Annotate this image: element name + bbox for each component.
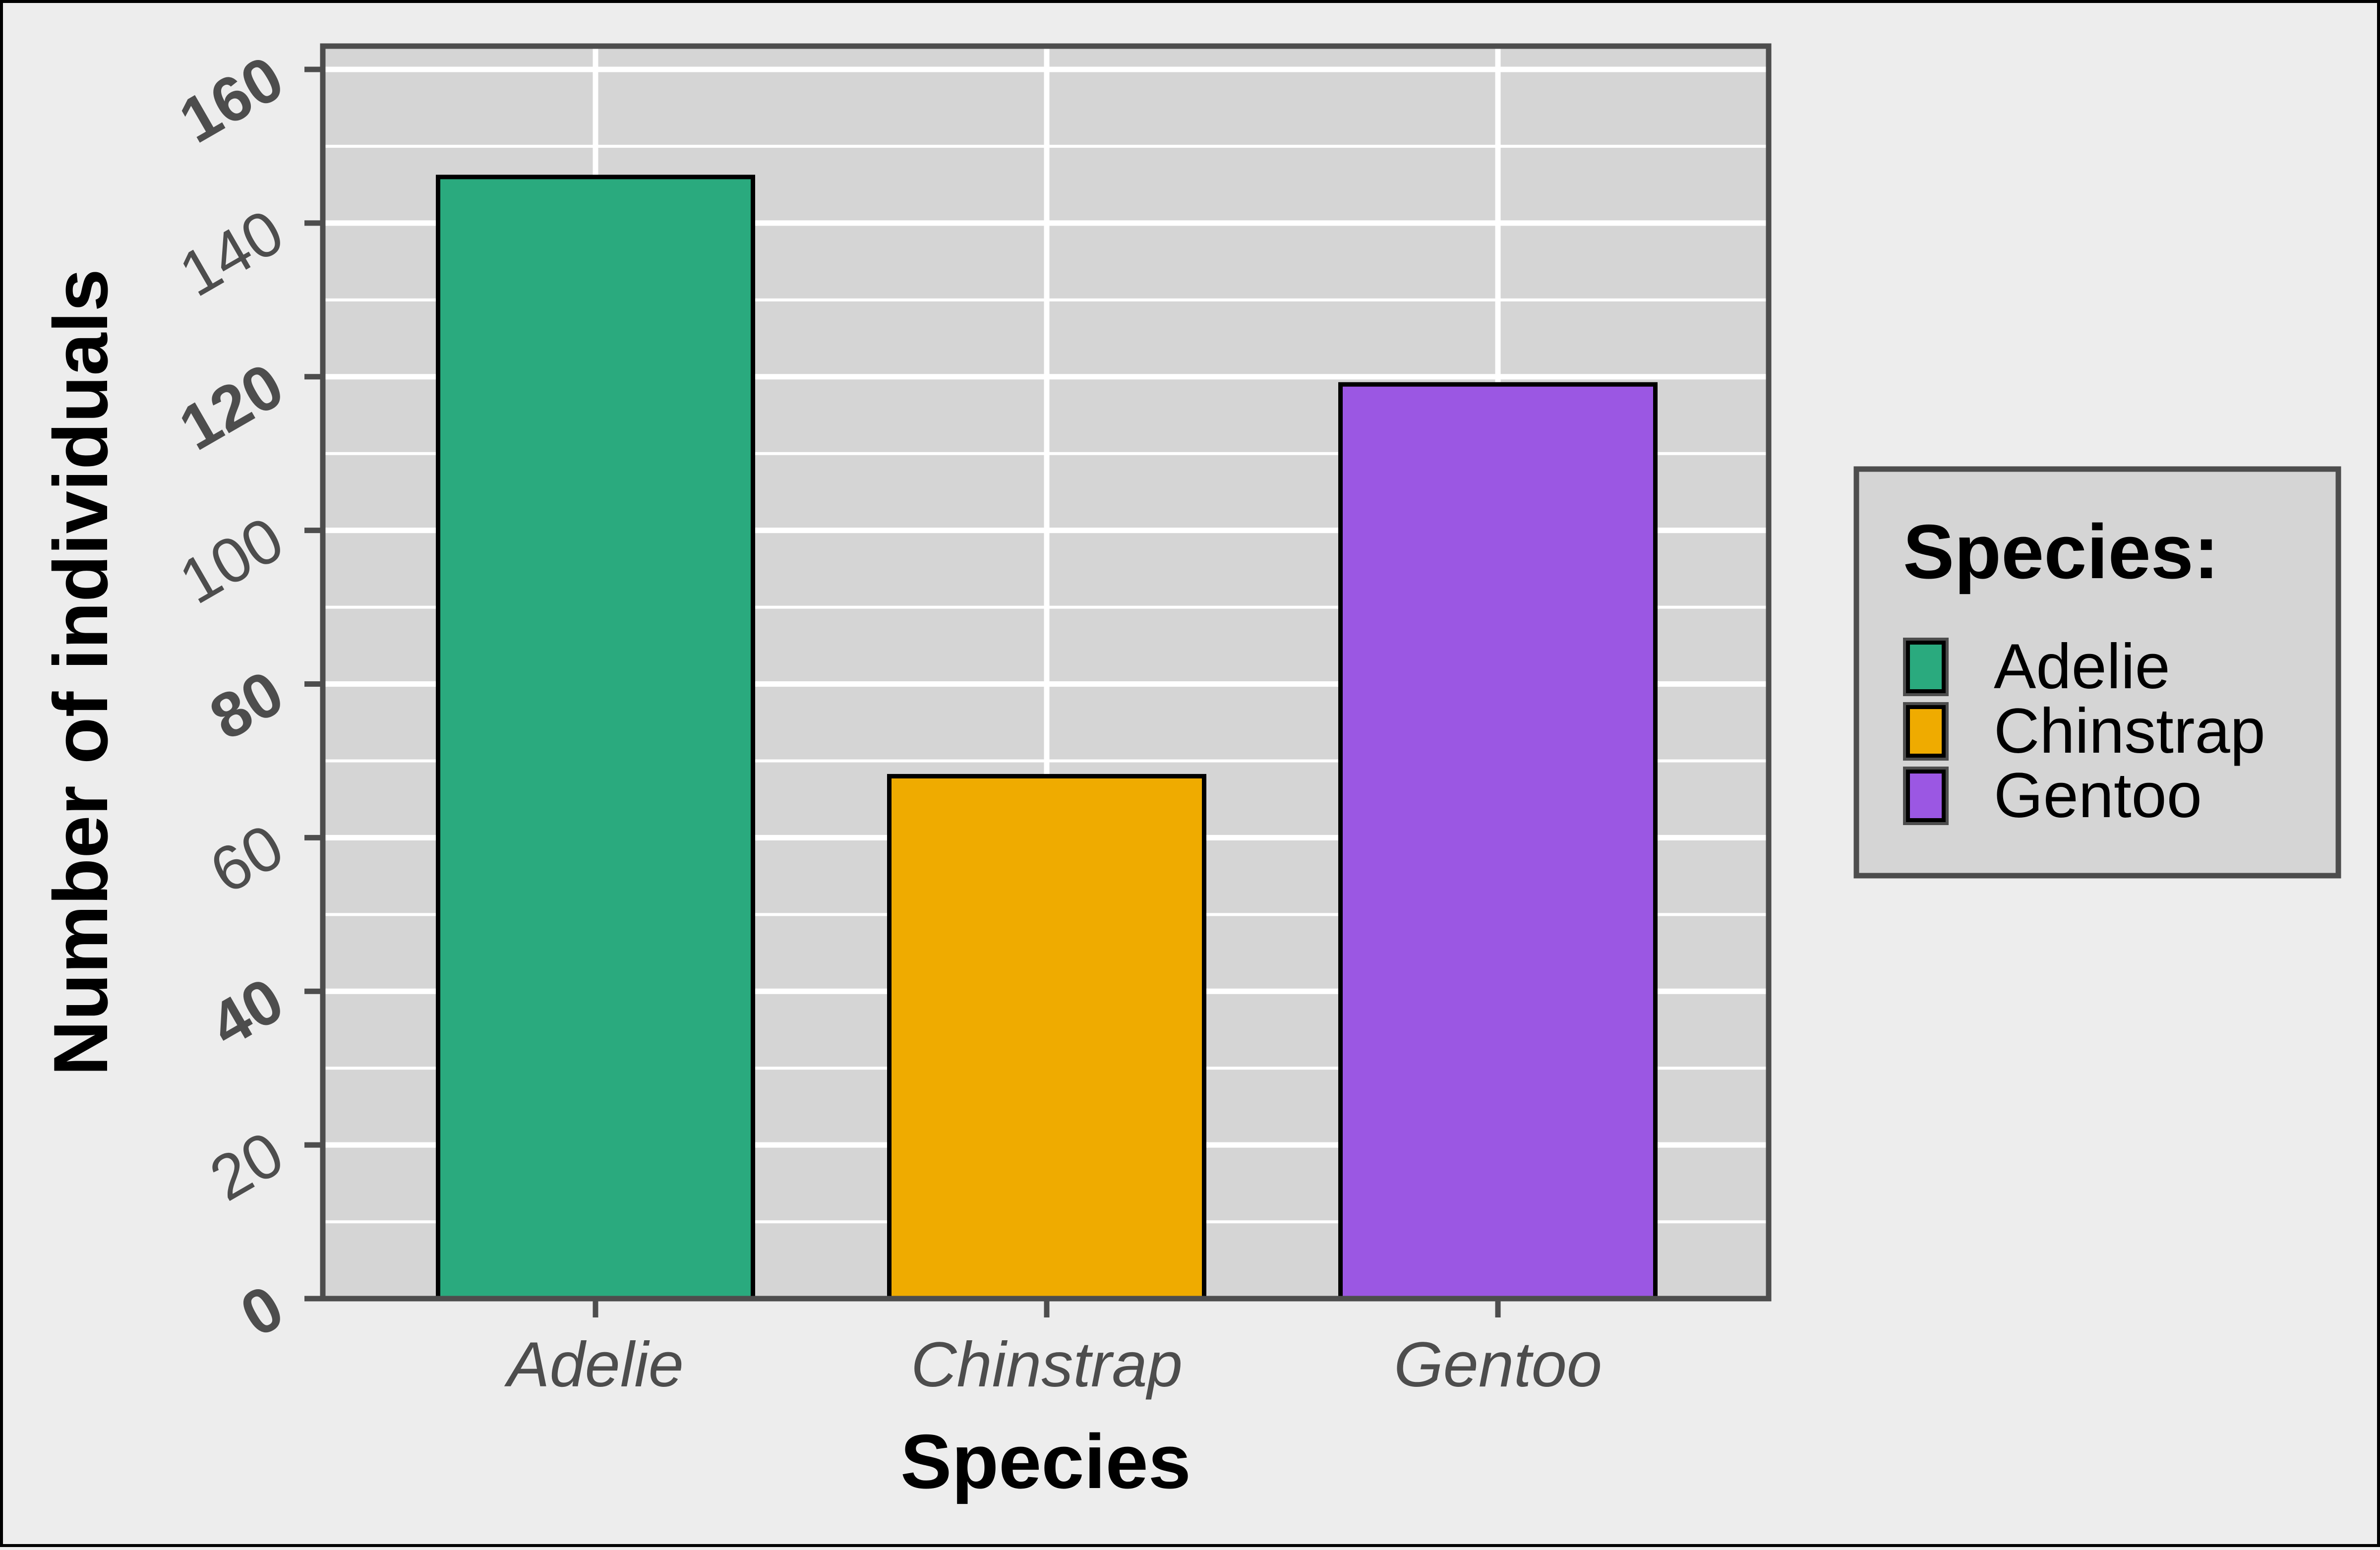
y-axis: 0 20 40 60 80 100 120 140 160 — [168, 42, 323, 1351]
legend-label-gentoo: Gentoo — [1994, 760, 2202, 831]
x-axis-title: Species — [900, 1419, 1191, 1504]
x-tick-label: Adelie — [504, 1329, 684, 1400]
legend-label-adelie: Adelie — [1994, 631, 2170, 702]
bar-chinstrap — [887, 774, 1206, 1301]
y-tick-label: 120 — [168, 350, 295, 464]
y-tick-label: 80 — [198, 657, 295, 754]
y-axis-title: Number of individuals — [38, 269, 123, 1076]
bar-adelie — [436, 175, 755, 1301]
y-tick-label: 100 — [168, 503, 295, 618]
y-tick-label: 0 — [229, 1271, 295, 1350]
y-tick-label: 160 — [168, 42, 295, 157]
x-tick-label: Chinstrap — [911, 1329, 1183, 1400]
legend-label-chinstrap: Chinstrap — [1994, 696, 2265, 767]
y-tick-label: 20 — [198, 1118, 295, 1215]
x-tick-label: Gentoo — [1394, 1329, 1602, 1400]
legend-swatch-adelie — [1906, 641, 1946, 693]
legend-title: Species: — [1903, 509, 2219, 595]
y-tick-label: 140 — [168, 196, 295, 310]
legend-swatch-gentoo — [1906, 770, 1946, 822]
y-tick-label: 60 — [198, 811, 295, 907]
legend-swatch-chinstrap — [1906, 705, 1946, 758]
x-axis: Adelie Chinstrap Gentoo — [504, 1299, 1602, 1400]
bars — [436, 175, 1658, 1301]
bar-gentoo — [1338, 382, 1658, 1301]
y-tick-label: 40 — [198, 964, 295, 1061]
